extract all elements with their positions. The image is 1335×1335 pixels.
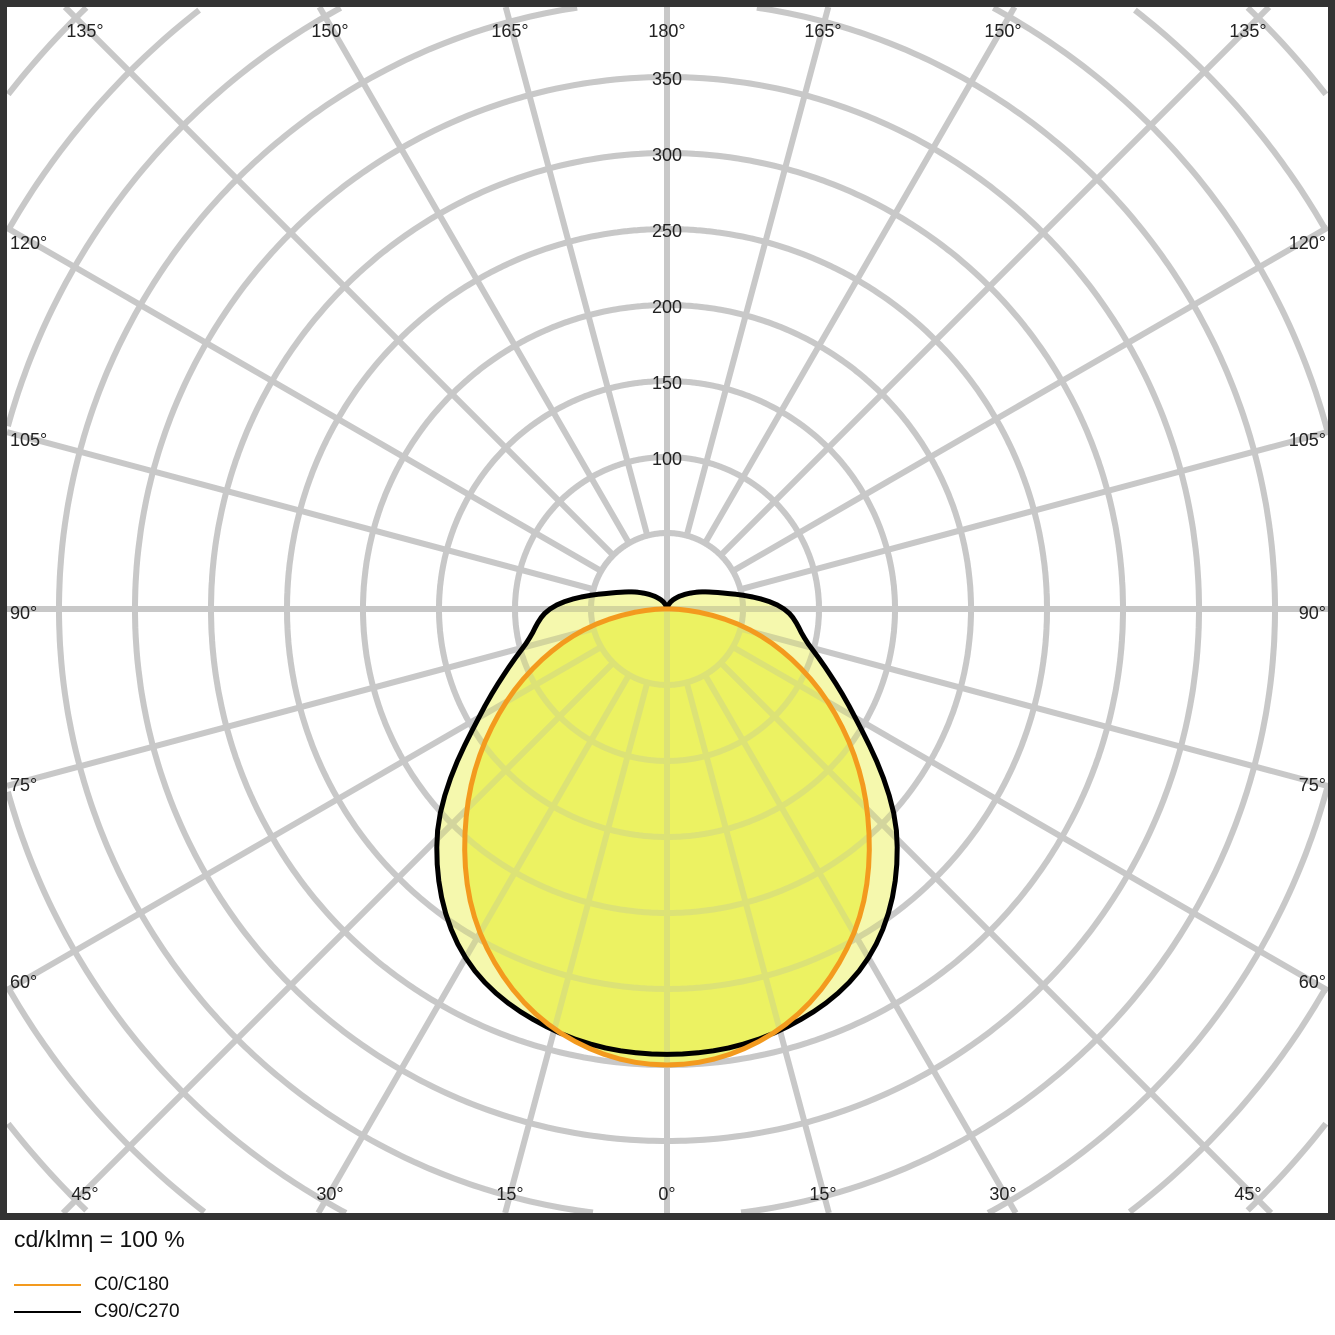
grid-spoke [502,681,651,1213]
angle-label: 135° [1229,21,1266,41]
angle-label: 60° [1299,972,1326,992]
angle-label: 75° [1299,775,1326,795]
grid-spoke [702,7,1018,545]
grid-ring [132,74,1202,1144]
grid-spoke [702,7,1018,545]
grid-ring [436,378,898,840]
radial-tick-label: 250 [652,221,682,241]
grid-spoke [7,625,595,789]
radial-tick-label: 300 [652,145,682,165]
angle-label: 165° [491,21,528,41]
angle-label: 90° [10,603,37,623]
series-line-c90-c270 [434,589,900,1057]
angle-label: 150° [311,21,348,41]
grid-spoke [739,625,1328,790]
grid-spoke [718,7,1272,558]
grid-spoke [315,673,632,1213]
legend-swatch-black [14,1311,81,1313]
grid-spoke [7,429,595,593]
grid-ring [7,7,1328,1213]
grid-spoke [62,7,616,558]
angle-label: 15° [809,1184,836,1204]
angle-label: 15° [496,1184,523,1204]
grid-spoke [7,429,595,593]
grid-spoke [502,7,651,537]
grid-spoke [62,7,616,558]
grid-ring [208,150,1126,1068]
angle-label: 45° [1234,1184,1261,1204]
radial-tick-label: 100 [652,449,682,469]
angle-label: 75° [10,775,37,795]
grid-spoke [683,681,832,1213]
grid-spoke [7,625,595,789]
grid-spoke [718,660,1274,1213]
radial-tick-label: 150 [652,373,682,393]
grid-ring [360,302,974,916]
series-line-c0-c180 [462,606,872,1068]
polar-grid [7,7,1328,1213]
angle-label: 165° [804,21,841,41]
grid-spoke [739,428,1328,593]
angle-label: 120° [1289,233,1326,253]
grid-spoke [502,7,651,537]
angle-label: 30° [316,1184,343,1204]
grid-ring [7,7,1328,1213]
grid-spoke [316,7,632,545]
grid-ring [7,7,1328,1213]
legend-label: C0/C180 [94,1274,169,1295]
angle-label: 120° [10,233,47,253]
radial-tick-label: 200 [652,297,682,317]
legend-item-c0-c180: C0/C180 [14,1274,169,1296]
grid-ring [56,7,1278,1213]
grid-spoke [316,7,632,545]
series-fill-c0-c180 [464,609,870,1065]
angle-label: 60° [10,972,37,992]
grid-ring [7,7,1328,1213]
legend-item-c90-c270: C90/C270 [14,1301,180,1323]
angle-label: 105° [1289,430,1326,450]
grid-spoke [7,225,603,574]
grid-ring [284,226,1050,992]
grid-spoke [683,7,832,537]
angle-label: 0° [658,1184,675,1204]
grid-spoke [731,224,1328,574]
angle-label: 135° [66,21,103,41]
legend-label: C90/C270 [94,1301,180,1322]
legend-swatch-orange [14,1284,81,1286]
grid-spoke [718,7,1272,558]
angle-label: 45° [71,1184,98,1204]
grid-spoke [7,225,603,574]
grid-spoke [731,224,1328,574]
grid-ring [588,530,746,688]
grid-spoke [739,625,1328,790]
grid-ring [7,7,1328,1213]
grid-ring [512,454,822,764]
angle-label: 90° [1299,603,1326,623]
chart-frame [0,0,1335,1220]
grid-spoke [739,428,1328,593]
grid-ring [56,7,1278,1213]
radial-tick-label: 350 [652,69,682,89]
angle-label: 150° [984,21,1021,41]
angle-label: 30° [989,1184,1016,1204]
grid-ring [7,7,1328,1213]
chart-caption: cd/klmη = 100 % [14,1226,185,1252]
angle-label: 180° [648,21,685,41]
grid-spoke [702,673,1019,1213]
grid-spoke [60,660,616,1213]
polar-chart: 100 150 200 250 300 350 135° 150° 165° 180° 165° 1… [0,0,1335,1220]
grid-spoke [683,7,832,537]
angle-label: 105° [10,430,47,450]
